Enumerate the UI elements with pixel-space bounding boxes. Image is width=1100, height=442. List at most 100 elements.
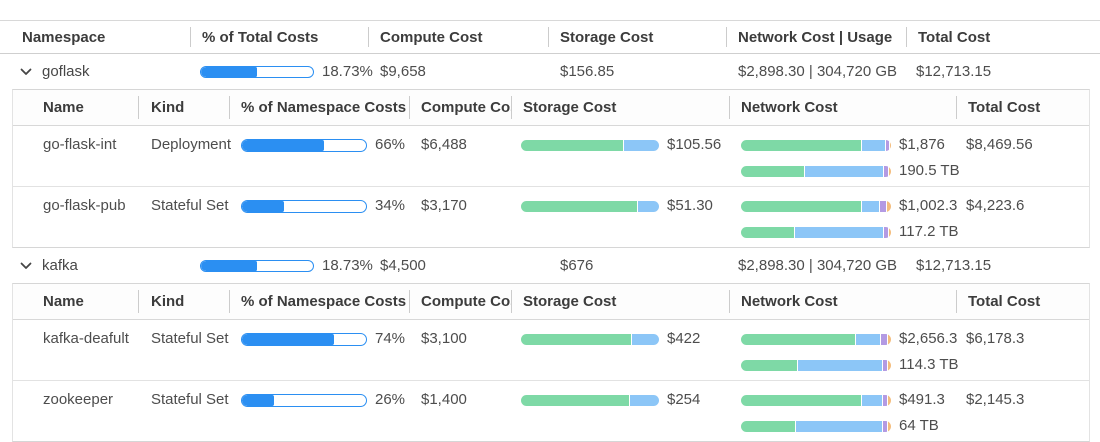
bar-segment: [862, 394, 882, 406]
workload-kind: Stateful Set: [151, 197, 229, 214]
storage-cost-value: $156.85: [560, 63, 615, 80]
bar-segment: [637, 200, 659, 212]
column-header: Name: [43, 293, 84, 310]
total-cost-value: $6,178.3: [966, 330, 1025, 347]
bar-segment: [888, 359, 891, 371]
bar-segment: [882, 359, 887, 371]
namespace-name: kafka: [42, 257, 78, 274]
network-usage-bar: [741, 420, 891, 432]
storage-cost-label: $51.30: [667, 197, 713, 214]
network-cost-usage-value: $2,898.30 | 304,720 GB: [738, 257, 898, 274]
column-header: Kind: [138, 284, 229, 319]
storage-cost-label: $422: [667, 330, 701, 347]
percent-namespace-label: 66%: [375, 136, 406, 153]
rows-container: goflask 18.73% $9,658 $156.85 $2,898.30 …: [0, 54, 1100, 442]
percent-namespace-label: 26%: [375, 391, 406, 408]
column-header: % of Namespace Costs: [229, 90, 409, 125]
total-cost-value: $8,469.56: [966, 136, 1033, 153]
bar-segment: [884, 165, 888, 177]
total-cost-value: $12,713.15: [916, 257, 992, 274]
workload-rows: go-flask-int Deployment 66% $6,488 $105.…: [13, 126, 1089, 247]
bar-segment: [741, 420, 795, 432]
compute-cost-value: $6,488: [421, 136, 467, 153]
bar-segment: [862, 200, 879, 212]
percent-namespace-bar: [241, 199, 367, 213]
compute-cost-value: $1,400: [421, 391, 467, 408]
storage-cost-bar: [521, 200, 659, 212]
bar-segment: [888, 333, 891, 345]
workload-rows: kafka-deafult Stateful Set 74% $3,100 $4…: [13, 320, 1089, 441]
column-header: % of Total Costs: [190, 21, 368, 53]
column-header: Storage Cost: [511, 284, 729, 319]
network-cost-label: $1,876: [899, 136, 945, 153]
column-header: Compute Cost: [409, 90, 511, 125]
bar-segment: [741, 226, 794, 238]
bar-segment: [741, 200, 861, 212]
compute-cost-value: $9,658: [380, 63, 426, 80]
column-header: Network Cost | Usage: [726, 21, 906, 53]
workload-name: kafka-deafult: [43, 330, 129, 347]
namespace-row[interactable]: kafka 18.73% $4,500 $676 $2,898.30 | 304…: [0, 248, 1100, 283]
network-usage-bar: [741, 165, 891, 177]
chevron-down-icon[interactable]: [20, 68, 32, 76]
bar-segment: [886, 200, 891, 212]
bar-segment: [888, 420, 891, 432]
workload-name: go-flask-int: [43, 136, 117, 153]
bar-segment: [741, 394, 861, 406]
percent-namespace-bar: [241, 393, 367, 407]
workload-name: zookeeper: [43, 391, 114, 408]
percent-namespace-label: 34%: [375, 197, 406, 214]
bar-segment: [884, 226, 888, 238]
percent-total-bar: [200, 65, 314, 78]
chevron-down-icon[interactable]: [20, 262, 32, 270]
storage-cost-label: $105.56: [667, 136, 722, 153]
column-header: Kind: [138, 90, 229, 125]
bar-segment: [521, 394, 629, 406]
bar-segment: [632, 333, 659, 345]
column-header: Total Cost: [906, 21, 1100, 53]
network-cost-bar: [741, 333, 891, 345]
network-usage-label: 64 TB: [899, 417, 939, 434]
network-cost-label: $2,656.3: [899, 330, 958, 347]
network-cost-label: $491.3: [899, 391, 945, 408]
storage-cost-value: $676: [560, 257, 594, 274]
main-header-row: Namespace % of Total Costs Compute Cost Sto…: [0, 20, 1100, 54]
total-cost-value: $12,713.15: [916, 63, 992, 80]
bar-segment: [856, 333, 880, 345]
bar-segment: [797, 359, 882, 371]
column-header: Total Cost: [956, 90, 1089, 125]
column-header: Storage Cost: [511, 90, 729, 125]
bar-segment: [888, 394, 891, 406]
column-header: Total Cost: [956, 284, 1089, 319]
storage-cost-bar: [521, 333, 659, 345]
bar-segment: [741, 359, 797, 371]
column-header: % of Namespace Costs: [229, 284, 409, 319]
namespace-group: kafka 18.73% $4,500 $676 $2,898.30 | 304…: [0, 248, 1100, 442]
bar-segment: [521, 139, 624, 151]
bar-segment: [629, 394, 659, 406]
column-header: Namespace: [22, 28, 106, 46]
workload-kind: Stateful Set: [151, 391, 229, 408]
percent-total-label: 18.73%: [322, 63, 373, 80]
bar-segment: [890, 139, 891, 151]
column-header: Compute Cost: [368, 21, 548, 53]
namespace-row[interactable]: goflask 18.73% $9,658 $156.85 $2,898.30 …: [0, 54, 1100, 89]
column-header: Network Cost: [729, 284, 956, 319]
workload-table: Name Kind% of Namespace Costs Compute Co st…: [12, 89, 1090, 248]
bar-segment: [796, 420, 882, 432]
bar-segment: [888, 165, 891, 177]
storage-cost-bar: [521, 139, 659, 151]
bar-segment: [521, 333, 632, 345]
network-usage-bar: [741, 226, 891, 238]
bar-segment: [805, 165, 883, 177]
percent-namespace-bar: [241, 332, 367, 346]
network-cost-usage-value: $2,898.30 | 304,720 GB: [738, 63, 898, 80]
percent-namespace-label: 74%: [375, 330, 406, 347]
bar-segment: [885, 139, 890, 151]
bar-segment: [862, 139, 885, 151]
storage-cost-bar: [521, 394, 659, 406]
network-usage-label: 117.2 TB: [899, 223, 959, 240]
bar-segment: [741, 139, 861, 151]
network-cost-bar: [741, 139, 891, 151]
